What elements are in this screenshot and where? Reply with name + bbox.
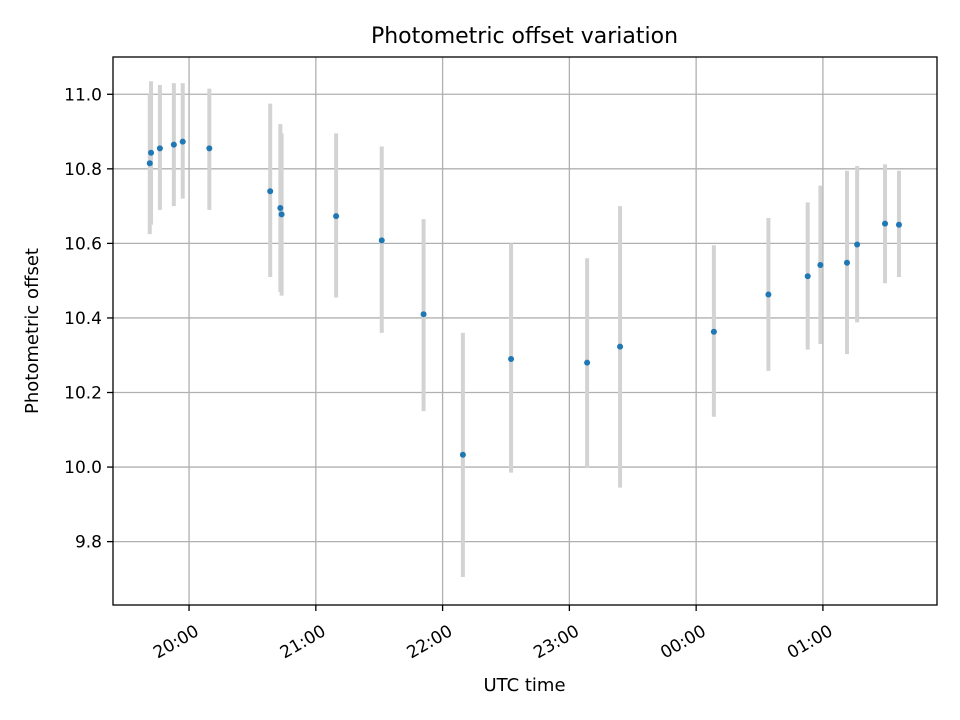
data-point: [882, 220, 889, 227]
data-point: [277, 204, 284, 211]
data-point: [378, 237, 385, 244]
data-point: [804, 273, 811, 280]
data-point: [508, 355, 515, 362]
y-tick-label: 10.6: [64, 234, 102, 254]
x-tick-label: 01:00: [784, 621, 836, 663]
y-tick-label: 10.0: [64, 458, 102, 478]
x-tick-label: 21:00: [277, 621, 329, 663]
x-tick-label: 22:00: [404, 621, 456, 663]
data-point: [617, 343, 624, 350]
plot-frame: [112, 56, 938, 606]
x-tick-label: 00:00: [657, 621, 709, 663]
y-axis-label: Photometric offset: [22, 248, 43, 414]
y-tick-label: 9.8: [75, 533, 102, 553]
data-point: [843, 259, 850, 266]
chart-title: Photometric offset variation: [371, 24, 678, 49]
x-tick-label: 23:00: [530, 621, 582, 663]
data-point: [584, 359, 591, 366]
data-point: [170, 141, 177, 148]
y-tick-label: 10.4: [64, 309, 102, 329]
grid: [113, 57, 937, 605]
data-point: [459, 451, 466, 458]
y-axis-ticks: 9.8 10.0 10.2 10.4 10.6 10.8 11.0: [64, 85, 113, 553]
y-tick-label: 10.8: [64, 160, 102, 180]
data-point: [854, 241, 861, 248]
x-tick-label: 20:00: [150, 621, 202, 663]
y-tick-label: 10.2: [64, 384, 102, 404]
data-point: [278, 211, 285, 218]
data-point: [333, 213, 340, 220]
data-point: [895, 221, 902, 228]
data-point: [156, 145, 163, 152]
error-bars: [147, 81, 901, 578]
x-axis-ticks: 20:00 21:00 22:00 23:00 00:00 01:00: [150, 605, 836, 663]
data-point: [817, 262, 824, 269]
data-point: [206, 145, 213, 152]
data-point: [148, 149, 155, 156]
data-point: [146, 160, 153, 167]
data-point: [267, 188, 274, 195]
y-tick-label: 11.0: [64, 85, 102, 105]
data-point: [179, 138, 186, 145]
x-axis-label: UTC time: [483, 675, 565, 696]
data-points: [146, 138, 902, 458]
data-point: [765, 291, 772, 298]
data-point: [420, 311, 427, 318]
data-point: [710, 328, 717, 335]
